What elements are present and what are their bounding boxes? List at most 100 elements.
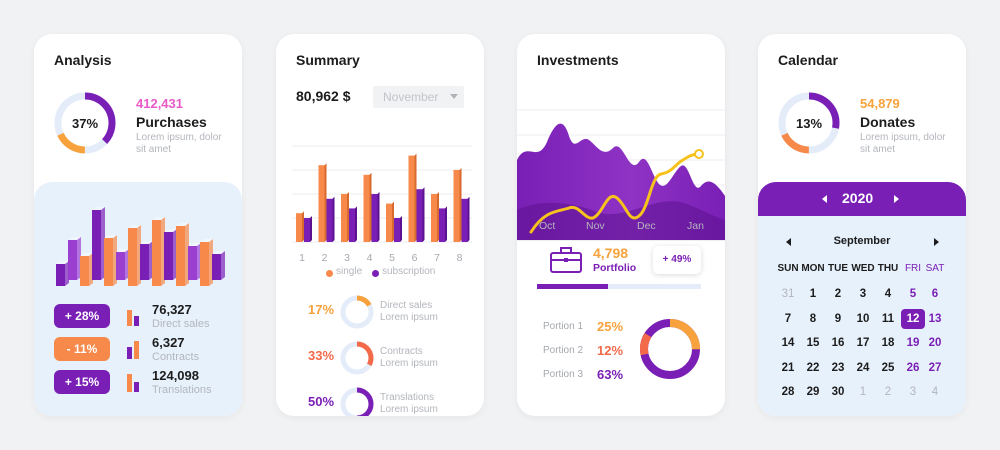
bar-single-4 [363,172,372,242]
calendar-day[interactable]: 7 [784,312,792,325]
calendar-day[interactable]: 14 [781,337,795,349]
summary-row-donut-0 [340,295,374,329]
contracts-mini-bars-icon [127,341,139,359]
analysis-title: Analysis [54,52,112,68]
weekday-thu: THU [877,263,899,274]
bar-subscription-4 [371,192,380,242]
calendar-day[interactable]: 1 [859,386,867,398]
weekday-sun: SUN [777,263,799,274]
portion-pct-2: 63% [597,367,624,382]
calendar-day[interactable]: 2 [834,288,842,300]
calendar-title: Calendar [778,52,838,68]
bar-single-5 [386,201,394,242]
iso-bar [212,251,225,280]
calendar-donut [778,92,840,154]
legend-single-swatch [326,270,333,277]
summary-row-pct-1: 33% [308,348,335,363]
year-prev-icon[interactable] [822,195,827,203]
calendar-day[interactable]: 17 [856,337,870,349]
bar-subscription-8 [461,196,470,242]
summary-row-pct-2: 50% [308,394,335,409]
calendar-day[interactable]: 11 [881,312,895,325]
summary-row-label-0: Direct sales [380,300,433,311]
calendar-day[interactable]: 16 [831,337,845,349]
weekday-wed: WED [851,263,875,274]
calendar-day[interactable]: 8 [809,312,817,325]
legend-single-label: single [336,266,363,277]
portion-pct-0: 25% [597,319,624,334]
analysis-card: Analysis 37% 412,431 Purchases Lorem ips… [34,34,242,416]
calendar-day[interactable]: 24 [856,361,870,374]
summary-card: Summary 80,962 $ November 1 2 3 4 5 6 7 8 singl… [276,34,484,416]
briefcase-icon [550,247,582,273]
legend-subscription-swatch [372,270,379,277]
calendar-day[interactable]: 9 [834,312,842,325]
calendar-day[interactable]: 1 [809,288,817,300]
month-select[interactable]: November [373,86,464,108]
direct-sales-mini-bars-icon [127,310,139,326]
month-next-icon[interactable] [934,238,939,246]
calendar-day[interactable]: 10 [856,312,870,325]
bar-single-3 [341,192,349,242]
analysis-ring-percent: 37% [71,116,99,131]
calendar-day[interactable]: 26 [906,361,920,374]
month-prev-icon[interactable] [786,238,791,246]
x-tick-3: 3 [344,252,350,264]
portfolio-change-badge: + 49% [653,246,701,274]
investments-trend-line [529,152,701,234]
iso-bar [140,241,153,280]
portfolio-progress-fill [537,284,608,289]
calendar-day[interactable]: 22 [806,361,820,374]
calendar-day[interactable]: 6 [931,288,939,300]
portion-label-0: Portion 1 [543,321,584,332]
contracts-badge: - 11% [54,337,110,361]
calendar-day[interactable]: 25 [881,361,895,374]
bar-subscription-5 [394,216,402,242]
month-label-jan: Jan [687,220,704,232]
calendar-day[interactable]: 29 [806,386,820,398]
direct-sales-label: Direct sales [152,318,210,330]
summary-row-donut-2 [340,387,374,416]
iso-bar [104,235,117,286]
calendar-day[interactable]: 23 [831,361,845,374]
purchases-desc: Lorem ipsum, dolor sit amet [136,132,222,155]
summary-row-label-2: Translations [380,392,435,403]
calendar-day[interactable]: 3 [909,386,917,398]
year-next-icon[interactable] [894,195,899,203]
calendar-day[interactable]: 4 [931,386,939,398]
portion-pct-1: 12% [597,343,624,358]
x-tick-2: 2 [321,252,328,264]
bar-subscription-1 [304,216,312,242]
calendar-day[interactable]: 28 [781,386,795,398]
investments-trend-endpoint [694,149,704,159]
direct-sales-badge: + 28% [54,304,110,328]
weekday-mon: MON [801,263,825,274]
calendar-day[interactable]: 18 [881,337,895,349]
calendar-day[interactable]: 5 [909,288,917,300]
calendar-day[interactable]: 31 [781,288,795,300]
calendar-day[interactable]: 2 [884,386,892,398]
iso-bar [116,249,129,280]
calendar-day[interactable]: 30 [831,386,845,398]
calendar-day[interactable]: 3 [859,288,867,300]
month-label: September [833,235,891,247]
calendar-day[interactable]: 20 [928,337,942,349]
calendar-ring-percent: 13% [795,116,823,131]
summary-title: Summary [296,52,360,68]
calendar-day[interactable]: 27 [928,361,942,374]
bar-single-8 [453,168,462,242]
calendar-day[interactable]: 19 [906,337,920,349]
weekday-fri: FRI [904,263,922,274]
calendar-day[interactable]: 4 [884,288,892,300]
translations-badge: + 15% [54,370,110,394]
x-tick-5: 5 [389,252,395,264]
investments-axis-line [517,240,725,241]
contracts-label: Contracts [152,351,200,363]
donates-desc: Lorem ipsum, dolor sit amet [860,132,946,155]
calendar-day[interactable]: 21 [781,361,795,374]
bar-subscription-3 [349,206,357,242]
calendar-day[interactable]: 13 [928,312,942,325]
summary-bar-chart [292,145,472,243]
calendar-day-selected[interactable]: 12 [901,308,925,329]
calendar-day[interactable]: 15 [806,337,820,349]
